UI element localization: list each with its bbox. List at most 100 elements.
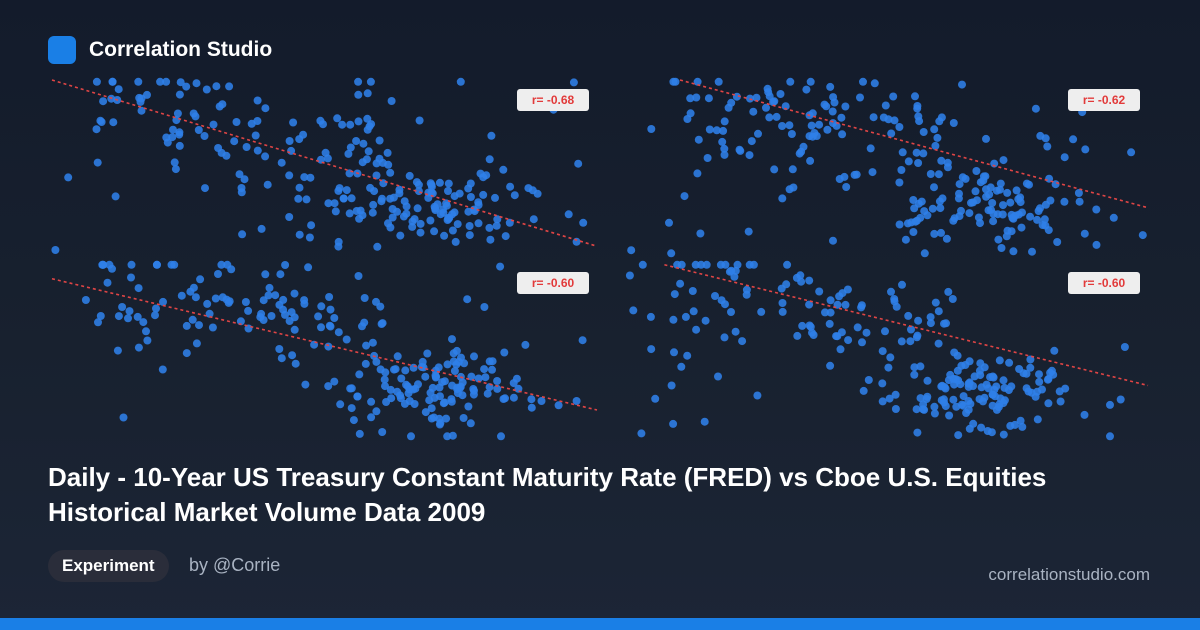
scatter-panel-3: r= -0.60: [51, 260, 598, 441]
scatter-point: [826, 82, 835, 91]
scatter-point: [396, 394, 405, 403]
scatter-point: [807, 121, 816, 130]
scatter-point: [912, 148, 921, 157]
scatter-point: [346, 143, 355, 152]
scatter-point: [693, 169, 702, 178]
scatter-point: [413, 204, 422, 213]
scatter-point: [261, 152, 270, 161]
scatter-point: [934, 170, 943, 179]
scatter-point: [578, 336, 587, 345]
scatter-point: [436, 392, 444, 401]
scatter-point: [897, 337, 906, 346]
scatter-point: [376, 365, 385, 374]
scatter-point: [745, 151, 754, 160]
site-link[interactable]: correlationstudio.com: [988, 565, 1150, 584]
scatter-point: [354, 77, 363, 86]
scatter-point: [930, 409, 939, 418]
scatter-point: [378, 319, 387, 328]
scatter-point: [689, 307, 698, 316]
scatter-point: [944, 376, 953, 385]
scatter-point: [753, 391, 762, 400]
scatter-point: [339, 194, 348, 203]
scatter-point: [275, 300, 284, 309]
scatter-point: [955, 180, 964, 189]
scatter-point: [440, 231, 449, 240]
scatter-point: [669, 315, 678, 324]
scatter-point: [326, 305, 335, 314]
scatter-point: [188, 315, 197, 324]
scatter-point: [1018, 422, 1027, 431]
scatter-point: [909, 228, 918, 236]
scatter-point: [465, 231, 474, 240]
scatter-point: [176, 78, 185, 87]
scatter-point: [415, 116, 424, 125]
scatter-point: [386, 385, 395, 394]
scatter-point: [919, 128, 928, 136]
scatter-point: [1044, 374, 1053, 383]
scatter-point: [920, 405, 929, 414]
scatter-point: [858, 338, 866, 347]
scatter-point: [346, 120, 355, 129]
scatter-point: [787, 130, 796, 138]
scatter-point: [175, 130, 184, 139]
scatter-point: [151, 311, 159, 320]
scatter-point: [744, 227, 753, 236]
scatter-point: [485, 155, 494, 164]
scatter-point: [1003, 226, 1012, 235]
scatter-point: [211, 294, 220, 303]
scatter-point: [387, 97, 396, 105]
scatter-point: [317, 323, 325, 332]
scatter-point: [173, 109, 182, 118]
scatter-point: [1060, 197, 1069, 206]
scatter-point: [242, 143, 251, 151]
scatter-point: [442, 414, 451, 423]
scatter-point: [448, 335, 456, 344]
scatter-point: [627, 246, 636, 255]
scatter-point: [749, 260, 758, 269]
scatter-point: [474, 374, 483, 383]
scatter-point: [697, 260, 706, 269]
scatter-point: [572, 397, 581, 405]
scatter-point: [930, 402, 939, 411]
scatter-point: [277, 158, 286, 167]
scatter-point: [94, 318, 102, 327]
scatter-point: [111, 192, 120, 201]
scatter-point: [805, 321, 814, 330]
scatter-point: [844, 336, 853, 345]
scatter-point: [892, 302, 901, 311]
scatter-point: [806, 156, 815, 165]
scatter-point: [1035, 377, 1044, 386]
scatter-point: [499, 165, 508, 174]
scatter-point: [1055, 387, 1064, 396]
scatter-point: [826, 308, 835, 317]
scatter-point: [361, 359, 370, 368]
scatter-point: [957, 400, 966, 409]
scatter-point: [395, 189, 404, 198]
scatter-point: [1044, 399, 1053, 408]
scatter-point: [914, 316, 923, 325]
scatter-point: [81, 296, 90, 304]
scatter-point: [720, 150, 729, 159]
experiment-tag[interactable]: Experiment: [48, 550, 169, 582]
scatter-point: [878, 347, 887, 356]
scatter-point: [703, 154, 712, 162]
author-link[interactable]: by @Corrie: [189, 555, 281, 575]
scatter-point: [271, 291, 280, 300]
scatter-point: [783, 260, 792, 269]
scatter-point: [393, 387, 402, 396]
scatter-point: [970, 372, 979, 381]
scatter-point: [692, 325, 701, 334]
scatter-point: [438, 378, 447, 387]
scatter-point: [980, 363, 989, 372]
scatter-point: [934, 307, 943, 316]
scatter-point: [796, 271, 805, 280]
scatter-point: [214, 144, 223, 152]
scatter-point: [98, 260, 107, 269]
scatter-point: [253, 146, 262, 155]
scatter-point: [537, 397, 546, 405]
scatter-point: [466, 193, 475, 201]
scatter-point: [139, 318, 148, 327]
scatter-point: [464, 402, 473, 411]
scatter-point: [669, 77, 678, 86]
scatter-point: [170, 158, 179, 167]
